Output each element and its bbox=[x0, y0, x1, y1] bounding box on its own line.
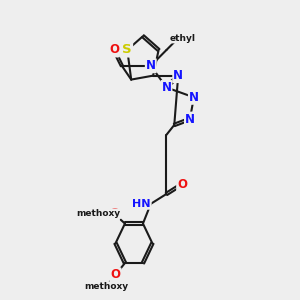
Text: N: N bbox=[189, 91, 199, 104]
Text: methoxy: methoxy bbox=[76, 209, 120, 218]
Text: O: O bbox=[109, 207, 119, 220]
Text: N: N bbox=[161, 81, 171, 94]
Text: N: N bbox=[146, 59, 156, 72]
Text: N: N bbox=[173, 69, 183, 82]
Text: O: O bbox=[110, 268, 121, 281]
Text: HN: HN bbox=[132, 199, 151, 209]
Text: N: N bbox=[185, 112, 195, 125]
Text: O: O bbox=[109, 44, 119, 56]
Text: S: S bbox=[122, 44, 132, 56]
Text: ethyl: ethyl bbox=[170, 34, 196, 43]
Text: O: O bbox=[177, 178, 187, 190]
Text: methoxy: methoxy bbox=[84, 282, 128, 291]
